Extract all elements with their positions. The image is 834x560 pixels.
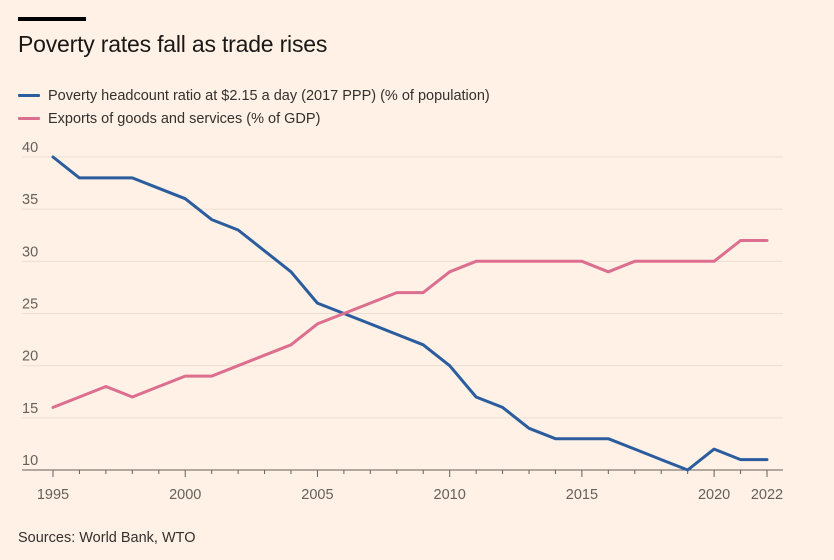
y-tick-label-20: 20: [22, 349, 38, 365]
x-tick-label-2005: 2005: [301, 487, 333, 503]
header-accent-bar: [18, 17, 86, 21]
x-tick-label-1995: 1995: [37, 487, 69, 503]
y-tick-label-40: 40: [22, 140, 38, 156]
y-tick-label-30: 30: [22, 244, 38, 260]
x-tick-label-2015: 2015: [566, 487, 598, 503]
legend-label-exports: Exports of goods and services (% of GDP): [48, 110, 321, 127]
source-note: Sources: World Bank, WTO: [18, 530, 196, 546]
legend: Poverty headcount ratio at $2.15 a day (…: [18, 84, 490, 130]
legend-swatch-poverty: [18, 94, 40, 97]
x-tick-label-2022: 2022: [751, 487, 783, 503]
chart-title: Poverty rates fall as trade rises: [18, 31, 328, 57]
legend-item-poverty: Poverty headcount ratio at $2.15 a day (…: [18, 84, 490, 107]
x-tick-label-2000: 2000: [169, 487, 201, 503]
y-tick-label-15: 15: [22, 401, 38, 417]
series-line-exports: [51, 239, 769, 409]
line-chart: 10 15 20 25 30 35 40 1995 2000 2005 2010 2015 2020 20…: [22, 140, 783, 503]
y-tick-label-10: 10: [22, 453, 38, 469]
x-tick-label-2010: 2010: [434, 487, 466, 503]
series-line-poverty: [51, 155, 769, 472]
legend-swatch-exports: [18, 117, 40, 120]
y-tick-label-25: 25: [22, 297, 38, 313]
x-tick-label-2020: 2020: [698, 487, 730, 503]
legend-label-poverty: Poverty headcount ratio at $2.15 a day (…: [48, 87, 490, 104]
legend-item-exports: Exports of goods and services (% of GDP): [18, 107, 490, 130]
y-tick-label-35: 35: [22, 192, 38, 208]
